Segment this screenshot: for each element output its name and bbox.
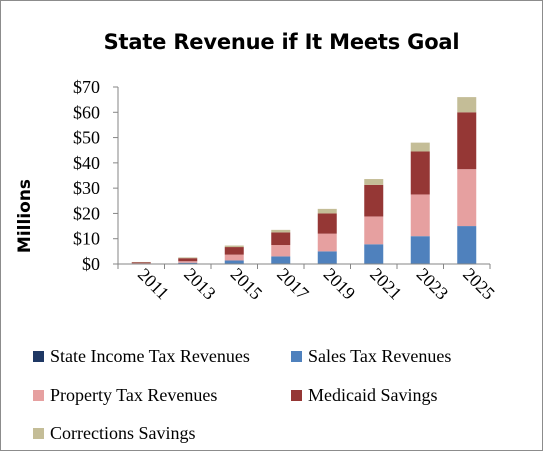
bar-segment-corrections-savings-2021 — [364, 179, 384, 185]
bar-segment-property-tax-revenues-2019 — [317, 233, 337, 252]
y-tick-label: $40 — [73, 153, 100, 173]
x-tick-label: 2021 — [366, 264, 406, 304]
bar-segment-corrections-savings-2013 — [178, 257, 198, 259]
y-tick-label: $50 — [73, 128, 100, 148]
bar-segment-medicaid-savings-2017 — [271, 232, 291, 246]
bar-segment-medicaid-savings-2011 — [131, 262, 151, 264]
bar-segment-sales-tax-revenues-2025 — [457, 226, 477, 264]
bar-segment-medicaid-savings-2023 — [410, 151, 430, 195]
bar-segment-property-tax-revenues-2023 — [410, 194, 430, 237]
bar-segment-property-tax-revenues-2015 — [224, 254, 244, 261]
bar-segment-corrections-savings-2017 — [271, 229, 291, 233]
x-tick-label: 2017 — [273, 264, 313, 304]
chart-title: State Revenue if It Meets Goal — [103, 30, 460, 54]
x-tick-label: 2011 — [134, 264, 173, 303]
bar-segment-medicaid-savings-2013 — [178, 258, 198, 262]
bar-segment-medicaid-savings-2025 — [457, 112, 477, 170]
y-tick-label: $60 — [73, 102, 100, 122]
x-tick-label: 2023 — [413, 264, 453, 304]
bar-segment-corrections-savings-2023 — [410, 142, 430, 152]
y-tick-labels: $0 $10 $20 $30 $40 $50 $60 $70 — [73, 77, 100, 274]
y-tick-label: $0 — [82, 254, 100, 274]
bar-segment-property-tax-revenues-2017 — [271, 245, 291, 257]
y-tick-label: $10 — [73, 229, 100, 249]
bars-group — [131, 97, 477, 264]
y-tick-label: $70 — [73, 77, 100, 97]
x-tick-labels: 2011 2013 2015 2017 2019 2021 2023 2025 — [134, 264, 499, 304]
x-tick-label: 2015 — [227, 264, 267, 304]
bar-segment-property-tax-revenues-2021 — [364, 216, 384, 245]
bar-segment-sales-tax-revenues-2013 — [178, 262, 198, 264]
bar-segment-corrections-savings-2019 — [317, 208, 337, 214]
bar-segment-sales-tax-revenues-2017 — [271, 256, 291, 264]
x-tick-label: 2025 — [459, 264, 499, 304]
y-tick-label: $20 — [73, 203, 100, 223]
bar-segment-corrections-savings-2025 — [457, 97, 477, 113]
bar-segment-sales-tax-revenues-2023 — [410, 236, 430, 264]
x-tick-label: 2019 — [320, 264, 360, 304]
bar-segment-medicaid-savings-2021 — [364, 184, 384, 217]
bar-segment-property-tax-revenues-2013 — [178, 261, 198, 263]
bar-segment-corrections-savings-2015 — [224, 245, 244, 248]
bar-segment-property-tax-revenues-2025 — [457, 169, 477, 227]
x-tick-label: 2013 — [180, 264, 220, 304]
bar-segment-medicaid-savings-2019 — [317, 213, 337, 234]
axes-group — [113, 86, 491, 269]
bar-segment-sales-tax-revenues-2021 — [364, 244, 384, 264]
bar-segment-sales-tax-revenues-2015 — [224, 260, 244, 264]
bar-segment-sales-tax-revenues-2019 — [317, 251, 337, 264]
y-tick-label: $30 — [73, 178, 100, 198]
bar-segment-medicaid-savings-2015 — [224, 247, 244, 255]
